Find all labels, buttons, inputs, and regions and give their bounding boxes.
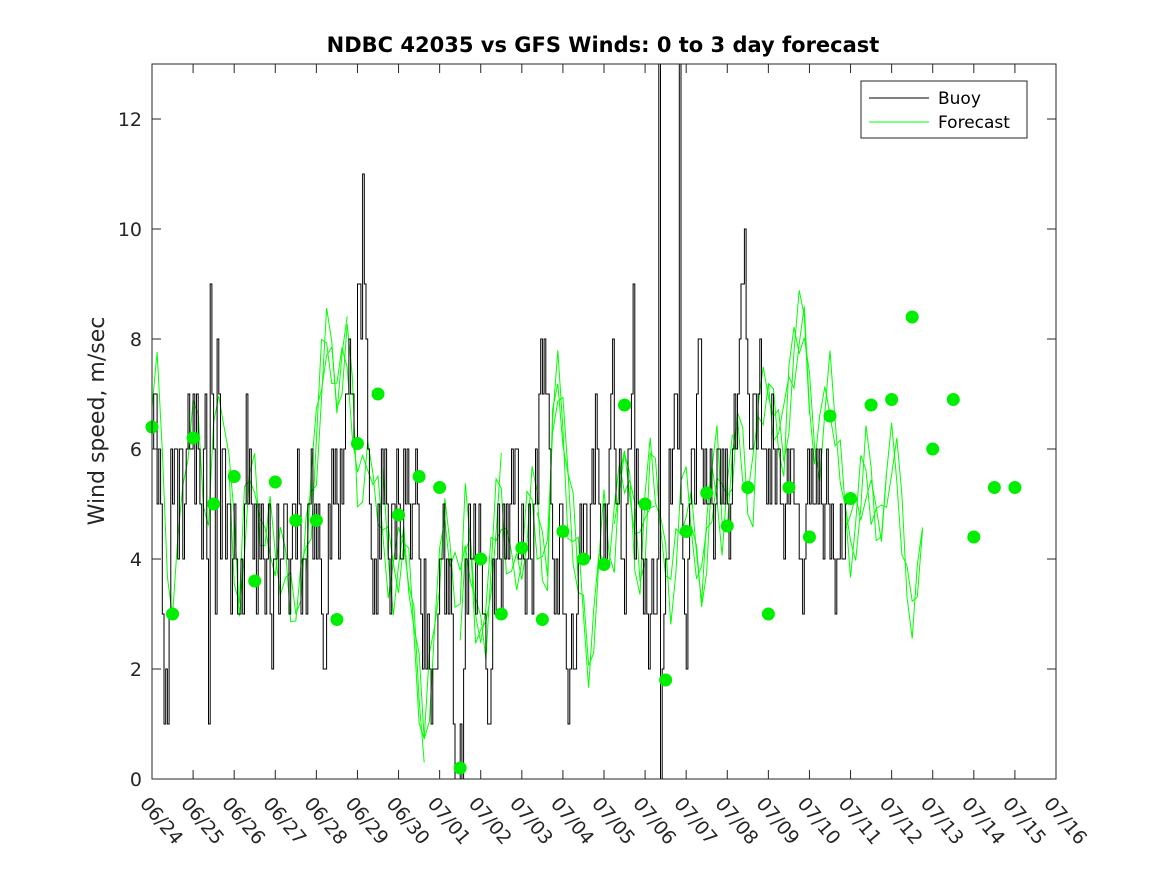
- x-tick-label-3: 06/27: [258, 793, 310, 849]
- forecast-marker-27: [700, 486, 714, 500]
- legend-forecast-label: Forecast: [938, 113, 1010, 133]
- x-tick-label-6: 06/30: [382, 793, 434, 849]
- forecast-marker-15: [453, 761, 467, 775]
- x-tick-label-17: 07/11: [834, 793, 886, 849]
- x-tick-label-2: 06/26: [217, 793, 269, 849]
- y-tick-label-4: 8: [130, 329, 142, 351]
- forecast-marker-41: [987, 481, 1001, 494]
- forecast-marker-14: [433, 481, 447, 494]
- forecast-marker-32: [802, 530, 816, 544]
- buoy-step-path: [152, 64, 848, 779]
- forecast-marker-37: [905, 310, 919, 324]
- forecast-marker-34: [844, 492, 858, 505]
- forecast-marker-5: [248, 574, 262, 588]
- forecast-marker-26: [679, 525, 693, 538]
- forecast-marker-21: [576, 552, 590, 566]
- forecast-marker-18: [515, 541, 529, 555]
- y-tick-label-2: 4: [130, 549, 142, 571]
- forecast-marker-25: [659, 673, 673, 687]
- plot-background: [152, 64, 1056, 779]
- x-tick-label-7: 07/01: [423, 793, 475, 849]
- forecast-marker-17: [494, 607, 508, 621]
- forecast-marker-29: [741, 481, 755, 494]
- x-tick-label-8: 07/02: [464, 793, 516, 849]
- x-tick-label-12: 07/06: [628, 793, 680, 849]
- forecast-marker-35: [864, 398, 878, 412]
- forecast-marker-3: [207, 497, 221, 511]
- x-tick-label-10: 07/04: [546, 793, 598, 849]
- forecast-marker-8: [309, 514, 323, 527]
- y-tick-label-5: 10: [118, 219, 142, 241]
- forecast-marker-39: [946, 393, 960, 406]
- forecast-line-4: [459, 396, 656, 666]
- x-tick-label-22: 07/16: [1039, 793, 1091, 849]
- forecast-marker-30: [761, 607, 775, 621]
- forecast-marker-13: [412, 470, 426, 483]
- x-tick-label-4: 06/28: [300, 793, 352, 849]
- forecast-marker-20: [556, 525, 570, 538]
- forecast-marker-12: [392, 508, 406, 522]
- x-tick-label-20: 07/14: [957, 793, 1009, 849]
- forecast-line-9: [844, 422, 923, 603]
- x-tick-label-13: 07/07: [669, 793, 721, 849]
- forecast-marker-10: [350, 437, 364, 450]
- forecast-marker-6: [268, 475, 282, 489]
- forecast-marker-33: [823, 409, 837, 423]
- x-tick-label-19: 07/13: [916, 793, 968, 849]
- y-tick-label-0: 0: [130, 769, 142, 791]
- forecast-marker-42: [1008, 481, 1022, 494]
- forecast-marker-36: [885, 393, 899, 406]
- x-tick-label-5: 06/29: [341, 793, 393, 849]
- forecast-marker-19: [535, 613, 549, 626]
- forecast-line-3: [382, 383, 579, 740]
- forecast-marker-2: [186, 431, 200, 445]
- x-tick-label-11: 07/05: [587, 793, 639, 849]
- x-tick-label-1: 06/25: [176, 793, 228, 849]
- y-axis: 0 2 4 6 8 10 12: [118, 109, 1056, 791]
- legend-box: [860, 80, 1028, 139]
- forecast-marker-22: [597, 558, 611, 571]
- forecast-marker-31: [782, 481, 796, 494]
- forecast-marker-24: [638, 497, 652, 511]
- forecast-marker-4: [227, 470, 241, 483]
- legend-buoy-label: Buoy: [938, 89, 981, 109]
- forecast-marker-1: [166, 607, 180, 621]
- y-tick-label-3: 6: [130, 439, 142, 461]
- forecast-marker-23: [618, 398, 632, 412]
- y-axis-label: Wind speed, m/sec: [85, 317, 110, 526]
- forecast-marker-38: [926, 442, 940, 456]
- forecast-marker-7: [289, 514, 303, 527]
- chart-title: NDBC 42035 vs GFS Winds: 0 to 3 day fore…: [327, 33, 880, 57]
- x-tick-label-9: 07/03: [505, 793, 557, 849]
- x-tick-label-16: 07/10: [793, 793, 845, 849]
- legend: Buoy Forecast: [860, 80, 1028, 139]
- forecast-marker-40: [967, 530, 981, 544]
- x-tick-label-21: 07/15: [998, 793, 1050, 849]
- forecast-marker-9: [330, 613, 344, 626]
- forecast-marker-28: [720, 519, 734, 533]
- y-tick-label-6: 12: [118, 109, 142, 131]
- forecast-marker-16: [474, 552, 488, 566]
- forecast-marker-11: [371, 387, 385, 401]
- x-tick-label-15: 07/09: [752, 793, 804, 849]
- buoy-line: [152, 64, 848, 779]
- x-tick-label-18: 07/12: [875, 793, 927, 849]
- plot-area: [145, 63, 1057, 780]
- x-tick-label-14: 07/08: [710, 793, 762, 849]
- forecast-line-6: [613, 290, 810, 625]
- x-tick-label-0: 06/24: [135, 793, 187, 849]
- y-tick-label-1: 2: [130, 659, 142, 681]
